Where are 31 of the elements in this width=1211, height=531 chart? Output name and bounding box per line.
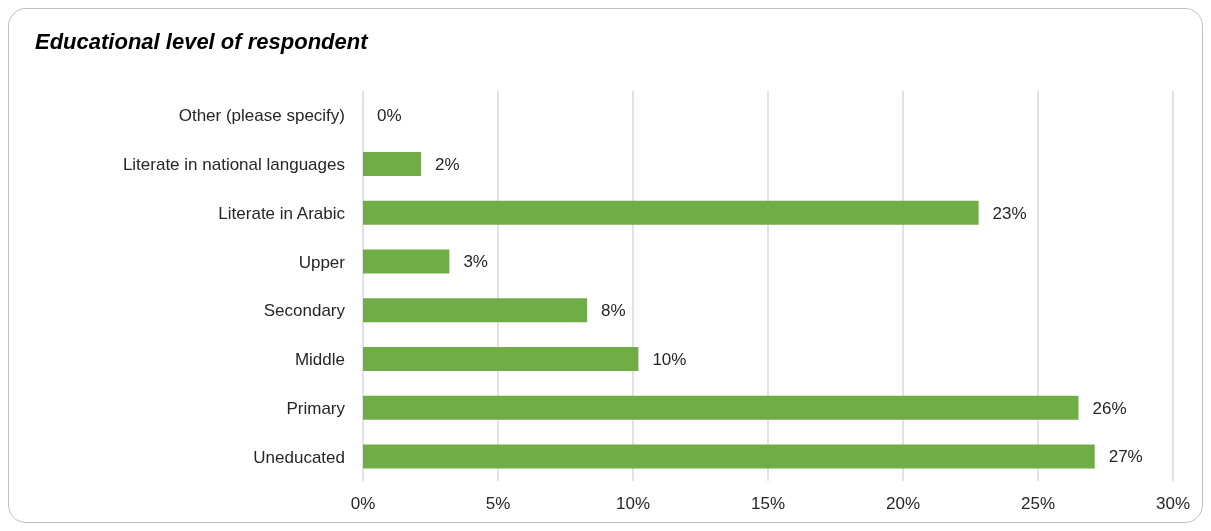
bar xyxy=(363,444,1095,469)
x-tick-label: 5% xyxy=(485,494,511,514)
bar xyxy=(363,346,639,371)
data-label: 10% xyxy=(652,349,687,369)
data-label: 3% xyxy=(463,252,488,272)
x-tick-label: 25% xyxy=(1020,494,1056,514)
chart-title: Educational level of respondent xyxy=(35,29,368,55)
data-label: 0% xyxy=(377,106,402,126)
data-label: 27% xyxy=(1108,447,1143,467)
y-tick-label: Primary xyxy=(286,398,346,418)
y-tick-label: Middle xyxy=(294,350,345,370)
bar xyxy=(363,298,588,323)
bar xyxy=(363,249,450,274)
y-tick-label: Other (please specify) xyxy=(178,106,345,126)
bar xyxy=(363,151,422,176)
y-tick-label: Literate in Arabic xyxy=(218,203,346,223)
x-tick-label: 0% xyxy=(350,494,376,514)
y-tick-label: Literate in national languages xyxy=(122,155,345,175)
x-tick-label: 15% xyxy=(750,494,786,514)
y-tick-label: Uneducated xyxy=(253,447,345,467)
y-tick-label: Upper xyxy=(298,252,346,272)
data-label: 2% xyxy=(435,154,460,174)
x-tick-label: 30% xyxy=(1155,494,1191,514)
x-tick-label: 20% xyxy=(885,494,921,514)
bar xyxy=(363,395,1079,420)
data-label: 8% xyxy=(601,301,626,321)
data-label: 26% xyxy=(1092,398,1127,418)
x-tick-label: 10% xyxy=(615,494,651,514)
y-tick-label: Secondary xyxy=(263,301,346,321)
bar xyxy=(363,200,979,225)
data-label: 23% xyxy=(992,203,1027,223)
